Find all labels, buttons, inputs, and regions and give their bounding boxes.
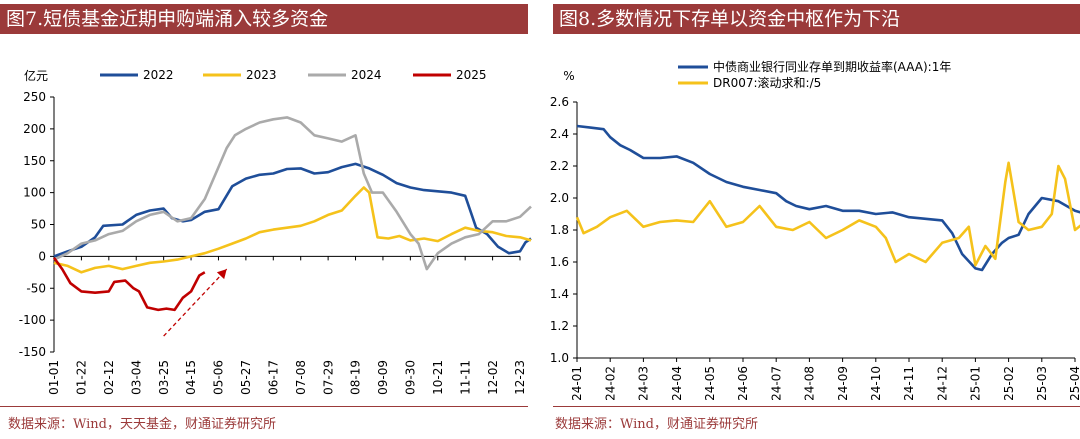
y-tick-label: 0 xyxy=(38,249,46,263)
x-tick-label: 24-03 xyxy=(637,366,651,401)
y-tick-label: 250 xyxy=(23,90,46,104)
x-tick-label: 03-25 xyxy=(157,360,171,395)
right-source-divider xyxy=(553,406,1080,407)
series-line-2 xyxy=(53,116,532,271)
y-tick-label: -150 xyxy=(19,345,46,359)
x-tick-label: 05-27 xyxy=(239,360,253,395)
x-tick-label: 24-05 xyxy=(703,366,717,401)
legend-label-0: 2022 xyxy=(143,68,174,82)
x-tick-label: 10-21 xyxy=(431,360,445,395)
left-line-chart: -150 -100 -50 0 50 100 150 200 250 亿元 01-01 01-22 02… xyxy=(19,68,532,395)
x-tick-label: 07-29 xyxy=(321,360,335,395)
x-tick-label: 11-11 xyxy=(458,360,472,395)
y-tick-label: 2.6 xyxy=(550,95,569,109)
legend-label-0: 中债商业银行同业存单到期收益率(AAA):1年 xyxy=(713,59,951,74)
y-tick-label: 1.2 xyxy=(550,319,569,333)
y-tick-label: 1.0 xyxy=(550,351,569,365)
y-tick-label: 1.4 xyxy=(550,287,569,301)
x-tick-label: 24-04 xyxy=(670,366,684,401)
y-unit-label: 亿元 xyxy=(24,68,48,83)
left-source-divider xyxy=(0,406,528,407)
y-tick-label: 2.0 xyxy=(550,191,569,205)
right-source-note: 数据来源：Wind，财通证券研究所 xyxy=(555,417,758,432)
y-tick-label: 50 xyxy=(31,218,46,232)
x-tick-label: 24-07 xyxy=(769,366,783,401)
y-tick-label: 1.6 xyxy=(550,255,569,269)
x-tick-label: 24-08 xyxy=(803,366,817,401)
series-line-1 xyxy=(575,161,1080,267)
x-tick-label: 12-02 xyxy=(486,360,500,395)
x-tick-label: 03-04 xyxy=(129,360,143,395)
legend-label-3: 2025 xyxy=(456,68,487,82)
y-tick-label: 150 xyxy=(23,154,46,168)
x-tick-label: 25-04 xyxy=(1068,366,1080,401)
x-tick-label: 05-06 xyxy=(212,360,226,395)
y-tick-label: 1.8 xyxy=(550,223,569,237)
legend-label-1: DR007:滚动求和:/5 xyxy=(713,75,821,90)
series-line-1 xyxy=(53,186,532,274)
y-tick-label: 100 xyxy=(23,186,46,200)
y-tick-label: 2.2 xyxy=(550,159,569,173)
annotation-dashed-arrow-shaft xyxy=(163,268,228,337)
y-tick-label: -50 xyxy=(26,281,46,295)
x-tick-label: 24-11 xyxy=(902,366,916,401)
x-tick-label: 24-02 xyxy=(603,366,617,401)
x-tick-label: 01-01 xyxy=(47,360,61,395)
x-tick-label: 06-17 xyxy=(266,360,280,395)
left-source-note: 数据来源：Wind，天天基金，财通证券研究所 xyxy=(8,417,276,432)
right-chart-panel: 图8.多数情况下存单以资金中枢作为下沿 1.0 1.2 1.4 1.6 1.8 2.0 2.… xyxy=(550,0,1080,439)
x-tick-label: 01-22 xyxy=(75,360,89,395)
x-tick-label: 24-09 xyxy=(836,366,850,401)
right-chart-title: 图8.多数情况下存单以资金中枢作为下沿 xyxy=(553,4,1080,34)
legend-label-1: 2023 xyxy=(246,68,277,82)
y-tick-label: -100 xyxy=(19,313,46,327)
x-tick-label: 12-23 xyxy=(513,360,527,395)
legend-label-2: 2024 xyxy=(351,68,382,82)
series-line-0 xyxy=(53,162,532,258)
x-tick-label: 25-02 xyxy=(1002,366,1016,401)
x-tick-label: 09-09 xyxy=(376,360,390,395)
x-tick-label: 24-10 xyxy=(869,366,883,401)
x-tick-label: 24-01 xyxy=(570,366,584,401)
x-tick-label: 09-30 xyxy=(404,360,418,395)
left-chart-title: 图7.短债基金近期申购端涌入较多资金 xyxy=(0,4,528,34)
x-tick-label: 24-12 xyxy=(935,366,949,401)
x-tick-label: 25-01 xyxy=(969,366,983,401)
x-tick-label: 02-12 xyxy=(102,360,116,395)
annotation-arrow-head xyxy=(216,269,227,280)
x-tick-label: 08-19 xyxy=(349,360,363,395)
x-tick-label: 25-03 xyxy=(1035,366,1049,401)
x-tick-label: 04-15 xyxy=(184,360,198,395)
series-line-3 xyxy=(52,256,206,312)
x-tick-label: 07-08 xyxy=(294,360,308,395)
y-unit-label: % xyxy=(563,69,574,83)
series-line-0 xyxy=(576,124,1080,272)
y-tick-label: 200 xyxy=(23,122,46,136)
x-tick-label: 24-06 xyxy=(736,366,750,401)
y-tick-label: 2.4 xyxy=(550,127,569,141)
left-chart-panel: 图7.短债基金近期申购端涌入较多资金 -150 -100 -50 0 50 100 150 2… xyxy=(0,0,532,439)
right-line-chart: 1.0 1.2 1.4 1.6 1.8 2.0 2.2 2.4 2.6% 24-01 24-02 24… xyxy=(550,59,1080,401)
